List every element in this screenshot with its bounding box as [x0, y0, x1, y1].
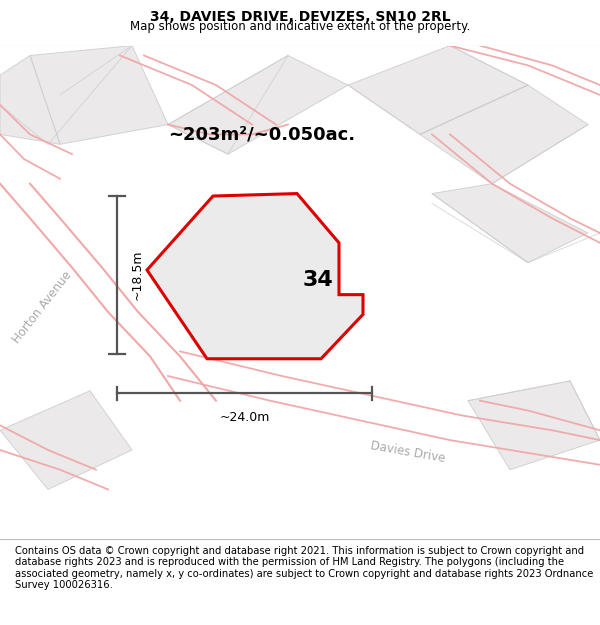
- Text: Map shows position and indicative extent of the property.: Map shows position and indicative extent…: [130, 20, 470, 33]
- Text: Davies Drive: Davies Drive: [370, 439, 446, 466]
- Text: 34: 34: [302, 271, 333, 291]
- Polygon shape: [168, 56, 348, 154]
- Polygon shape: [0, 56, 60, 144]
- Polygon shape: [0, 391, 132, 489]
- Polygon shape: [30, 46, 168, 144]
- Text: ~24.0m: ~24.0m: [220, 411, 269, 424]
- Text: ~18.5m: ~18.5m: [130, 249, 143, 300]
- Text: 34, DAVIES DRIVE, DEVIZES, SN10 2RL: 34, DAVIES DRIVE, DEVIZES, SN10 2RL: [149, 10, 451, 24]
- Polygon shape: [348, 46, 528, 134]
- Polygon shape: [468, 381, 600, 470]
- Polygon shape: [147, 194, 363, 359]
- Polygon shape: [432, 184, 588, 262]
- Text: ~203m²/~0.050ac.: ~203m²/~0.050ac.: [168, 126, 355, 143]
- Polygon shape: [420, 85, 588, 184]
- Text: Horton Avenue: Horton Avenue: [10, 268, 74, 346]
- Text: Contains OS data © Crown copyright and database right 2021. This information is : Contains OS data © Crown copyright and d…: [15, 546, 593, 591]
